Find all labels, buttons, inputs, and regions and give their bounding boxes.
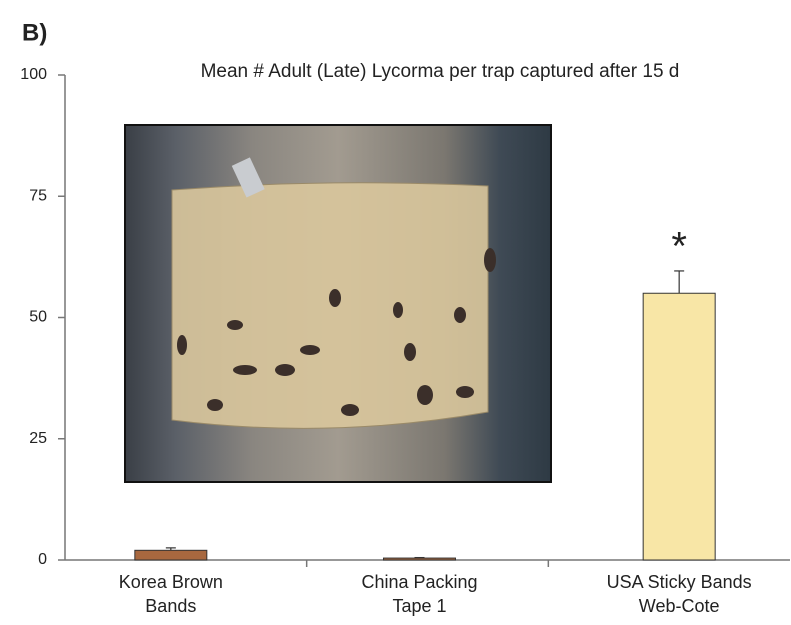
y-tick-label: 100 [20, 66, 47, 83]
error-bar [165, 547, 176, 551]
x-tick-label: USA Sticky Bands Web-Cote [606, 572, 752, 616]
y-tick-label: 25 [29, 430, 47, 447]
x-tick-label: China Packing Tape 1 [361, 572, 478, 616]
bar [642, 292, 716, 561]
bar [134, 549, 208, 561]
panel-label: B) [22, 19, 47, 46]
chart-title: Mean # Adult (Late) Lycorma per trap cap… [201, 61, 680, 82]
y-tick-label: 75 [29, 187, 47, 204]
y-tick-label: 50 [29, 309, 47, 326]
x-tick-label: Korea Brown Bands [118, 572, 223, 616]
bar [383, 557, 456, 561]
photo-inset [124, 124, 552, 483]
error-bar [674, 270, 685, 294]
y-tick-label: 0 [38, 551, 47, 568]
annotation: * [671, 225, 687, 269]
